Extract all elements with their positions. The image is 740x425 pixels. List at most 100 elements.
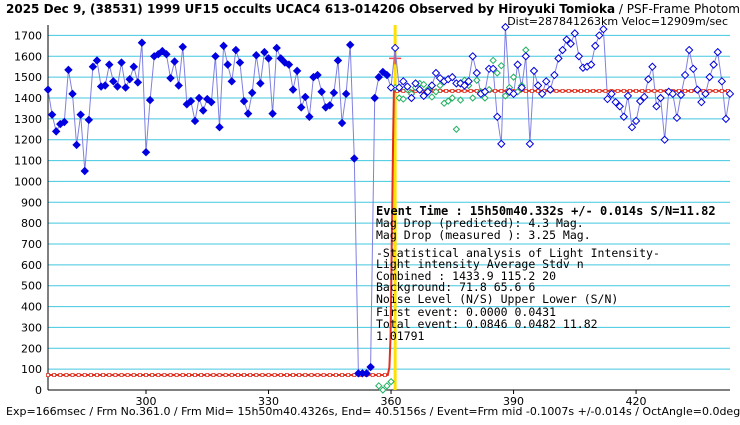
target-point: [415, 85, 424, 94]
model-marker: [658, 89, 663, 93]
y-tick-label: 1500: [14, 71, 42, 84]
target-point: [713, 47, 722, 57]
target-point: [51, 127, 61, 136]
target-point: [595, 31, 604, 40]
comparison-point: [497, 61, 506, 70]
target-point: [317, 87, 326, 96]
target-point: [362, 369, 371, 378]
model-marker: [309, 373, 314, 377]
target-point: [693, 85, 702, 94]
target-point: [284, 60, 294, 69]
comparison-point: [481, 94, 489, 102]
model-marker: [223, 373, 228, 377]
target-point: [296, 103, 306, 112]
target-point: [145, 95, 155, 105]
model-marker: [180, 373, 185, 377]
target-point: [194, 93, 204, 103]
target-point: [501, 22, 510, 32]
model-marker: [101, 373, 106, 377]
target-point: [423, 87, 433, 96]
y-tick-label: 1300: [14, 113, 42, 126]
target-point: [488, 64, 498, 74]
target-point: [268, 109, 277, 118]
model-marker: [523, 89, 528, 93]
title-main: 2025 Dec 9, (38531) 1999 UF15 occults UC…: [6, 2, 616, 16]
target-point: [100, 81, 110, 90]
target-point: [537, 89, 547, 99]
target-point: [542, 77, 551, 86]
target-point: [574, 52, 584, 61]
target-point: [725, 89, 735, 99]
model-marker: [162, 373, 167, 377]
target-point: [109, 77, 118, 86]
target-point: [105, 60, 114, 69]
target-point: [247, 88, 257, 97]
target-point: [64, 65, 73, 75]
model-marker: [376, 373, 381, 377]
target-point: [529, 66, 539, 76]
target-point: [689, 64, 698, 74]
comparison-point: [379, 386, 387, 394]
model-marker: [278, 373, 283, 377]
model-marker: [144, 373, 148, 377]
target-point: [635, 96, 645, 106]
target-point: [513, 60, 522, 69]
stat-background: Background: 71.8 65.6 6: [376, 280, 535, 294]
comparison-point: [489, 56, 497, 65]
comparison-point: [452, 125, 461, 133]
statistics-panel: Event Time : 15h50m40.332s +/- 0.014s S/…: [376, 204, 716, 343]
model-marker: [346, 373, 351, 377]
target-point: [431, 68, 441, 78]
model-marker: [193, 373, 197, 377]
target-point: [305, 112, 314, 121]
target-point: [411, 79, 420, 88]
target-point: [223, 60, 232, 69]
model-marker: [272, 373, 277, 377]
target-point: [615, 102, 624, 111]
target-point: [517, 83, 526, 92]
model-marker: [156, 373, 161, 377]
model-marker: [291, 373, 295, 377]
model-marker: [383, 373, 387, 377]
model-marker: [340, 373, 344, 377]
target-point: [550, 70, 559, 80]
target-point: [329, 88, 339, 97]
model-marker: [186, 373, 191, 377]
target-point: [611, 97, 620, 107]
model-marker: [297, 373, 302, 377]
model-marker: [113, 373, 118, 377]
comparison-point: [493, 69, 501, 77]
target-point: [493, 112, 502, 121]
model-marker: [82, 373, 87, 377]
y-tick-label: 700: [21, 238, 42, 251]
target-point: [133, 78, 143, 87]
comparison-point: [399, 95, 408, 103]
model-marker: [401, 89, 406, 93]
mag-drop-predicted: Mag Drop (predicted): 4.3 Mag.: [376, 216, 584, 230]
target-point: [525, 139, 535, 149]
y-tick-label: 900: [21, 196, 42, 209]
model-marker: [334, 373, 338, 377]
target-point: [390, 43, 400, 53]
target-point: [47, 110, 57, 119]
target-point: [460, 81, 469, 90]
model-marker: [493, 89, 498, 93]
ratio-value: 1.01791: [376, 329, 425, 343]
y-tick-label: 500: [21, 280, 42, 293]
model-marker: [205, 373, 210, 377]
comparison-point: [383, 382, 391, 390]
target-point: [497, 139, 506, 149]
model-marker: [499, 89, 504, 93]
model-marker: [303, 373, 308, 377]
target-point: [705, 72, 714, 82]
model-marker: [444, 89, 449, 93]
target-point: [141, 148, 151, 157]
model-marker: [560, 89, 565, 93]
model-marker: [137, 373, 142, 377]
target-point: [627, 122, 637, 132]
target-point: [313, 70, 322, 80]
noise-header: Noise Level (N/S) Upper Lower (S/N): [376, 292, 618, 306]
model-marker: [370, 373, 375, 377]
target-point: [162, 49, 171, 59]
